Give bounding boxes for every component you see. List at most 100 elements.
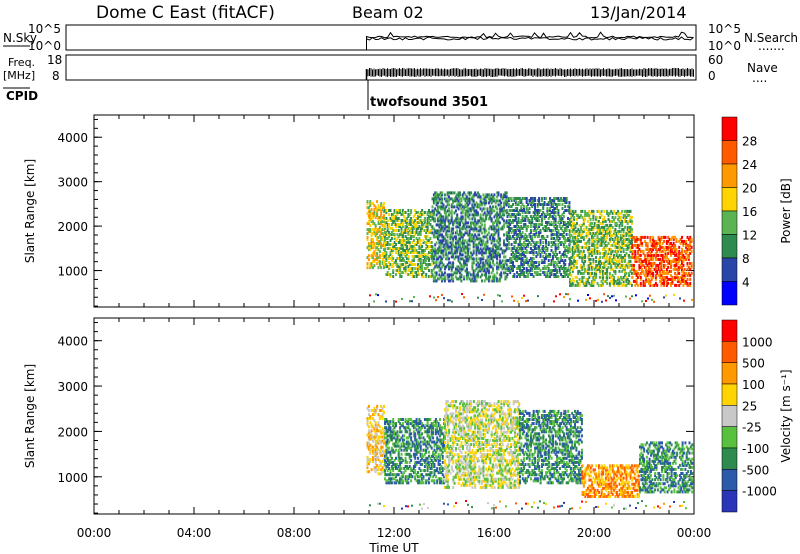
range-cell: [470, 207, 472, 211]
range-cell: [523, 275, 525, 278]
range-cell: [408, 247, 411, 250]
range-cell: [438, 205, 441, 209]
range-cell: [369, 244, 372, 248]
range-cell: [586, 265, 589, 269]
range-cell: [395, 215, 397, 218]
range-cell: [510, 257, 513, 260]
range-cell: [431, 211, 434, 215]
range-cell: [549, 253, 552, 256]
range-cell: [467, 209, 470, 213]
range-cell: [369, 210, 372, 214]
range-cell: [589, 251, 592, 255]
range-cell: [418, 231, 421, 234]
range-cell: [517, 273, 520, 276]
range-cell: [445, 265, 448, 269]
range-cell: [384, 463, 386, 466]
range-cell: [571, 213, 574, 217]
range-cell: [411, 225, 414, 228]
nsky-label: N.Sky: [3, 31, 37, 45]
range-cell: [618, 215, 621, 219]
range-cell: [496, 219, 499, 223]
range-cell: [422, 211, 425, 214]
range-cell: [468, 193, 471, 197]
range-cell: [553, 211, 556, 214]
range-cell: [467, 197, 470, 201]
range-cell: [471, 221, 474, 225]
range-cell: [678, 279, 681, 283]
range-cell: [674, 267, 677, 271]
range-cell: [637, 249, 639, 253]
range-cell: [512, 263, 514, 266]
range-cell: [517, 203, 520, 206]
range-cell: [542, 207, 545, 210]
range-cell: [467, 273, 470, 277]
range-cell: [551, 257, 554, 260]
range-cell: [493, 255, 496, 259]
range-cell: [369, 449, 372, 453]
range-cell: [589, 283, 592, 287]
range-cell: [435, 199, 438, 203]
range-cell: [369, 216, 372, 220]
range-cell: [384, 473, 386, 477]
range-cell: [536, 253, 539, 256]
range-cell: [625, 219, 628, 223]
range-cell: [377, 242, 380, 246]
range-cell: [461, 249, 464, 253]
range-cell: [507, 225, 510, 228]
range-cell: [450, 251, 453, 255]
range-cell: [518, 257, 521, 260]
range-cell: [562, 243, 565, 246]
range-cell: [626, 281, 629, 285]
range-cell: [524, 261, 527, 264]
range-cell: [682, 253, 685, 257]
range-cell: [463, 233, 466, 237]
range-cell: [490, 233, 493, 237]
range-cell: [395, 467, 397, 470]
range-cell: [624, 271, 626, 275]
range-cell: [370, 425, 373, 429]
range-cell: [534, 227, 536, 230]
range-cell: [550, 233, 553, 236]
range-cell: [624, 243, 626, 247]
range-cell: [448, 195, 450, 199]
range-cell: [461, 205, 464, 209]
range-cell: [518, 247, 521, 250]
range-cell: [531, 261, 534, 264]
range-cell: [465, 205, 468, 209]
range-cell: [523, 294, 525, 297]
range-cell: [454, 267, 457, 271]
range-cell: [635, 294, 637, 297]
range-cell: [689, 237, 692, 241]
range-cell: [512, 209, 514, 212]
range-cell: [665, 267, 668, 271]
range-cell: [448, 219, 450, 223]
range-cell: [385, 444, 388, 448]
range-cell: [481, 267, 483, 271]
range-cell: [372, 435, 374, 439]
range-cell: [518, 197, 521, 200]
range-cell: [645, 259, 648, 263]
range-cell: [475, 201, 478, 205]
range-cell: [381, 470, 384, 474]
range-cell: [546, 249, 549, 252]
range-cell: [618, 281, 621, 285]
range-cell: [493, 237, 496, 241]
range-cell: [554, 207, 557, 210]
range-cell: [645, 279, 648, 283]
range-cell: [419, 221, 422, 224]
range-cell: [660, 279, 663, 283]
range-cell: [586, 233, 589, 237]
range-cell: [516, 255, 519, 258]
range-cell: [611, 243, 614, 247]
range-cell: [574, 243, 577, 247]
range-cell: [582, 217, 585, 221]
range-cell: [557, 197, 560, 200]
range-cell: [676, 277, 679, 281]
range-cell: [439, 259, 442, 263]
range-cell: [497, 233, 500, 237]
range-cell: [481, 217, 483, 221]
range-cell: [517, 229, 520, 232]
range-cell: [602, 247, 604, 251]
range-cell: [397, 253, 400, 256]
range-cell: [384, 239, 386, 242]
